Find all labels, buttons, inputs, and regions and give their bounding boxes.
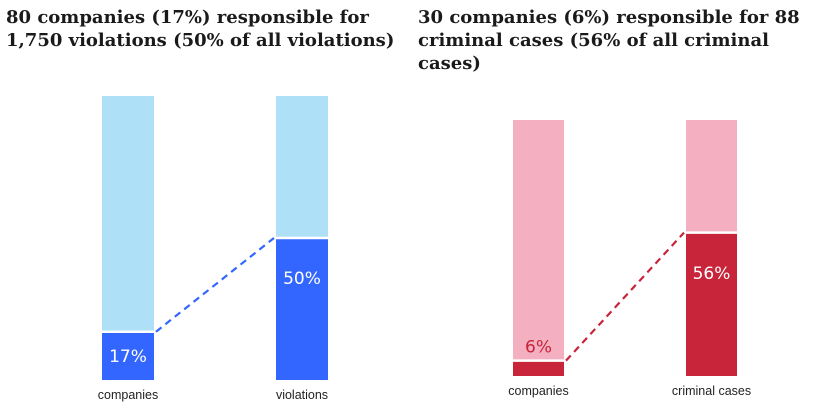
category-label: criminal cases (672, 384, 751, 398)
bar-value (102, 331, 154, 380)
category-label: companies (508, 384, 568, 398)
data-label: 17% (109, 347, 147, 367)
data-label: 50% (283, 269, 321, 289)
bar-value (513, 360, 564, 376)
chart-title-right: 30 companies (6%) responsible for 88 cri… (418, 7, 800, 74)
data-label: 6% (525, 338, 552, 358)
bar-remainder (102, 96, 154, 332)
bar-value (686, 232, 737, 376)
data-label: 56% (693, 264, 731, 284)
category-label: violations (276, 388, 328, 402)
connector-line (565, 231, 685, 362)
bar-remainder (686, 120, 737, 233)
chart-title-left: 80 companies (17%) responsible for 1,750… (6, 7, 395, 51)
category-label: companies (98, 388, 158, 402)
bar-value (276, 238, 328, 380)
bar-remainder (276, 96, 328, 238)
connector-line (155, 237, 275, 333)
bar-remainder (513, 120, 564, 361)
